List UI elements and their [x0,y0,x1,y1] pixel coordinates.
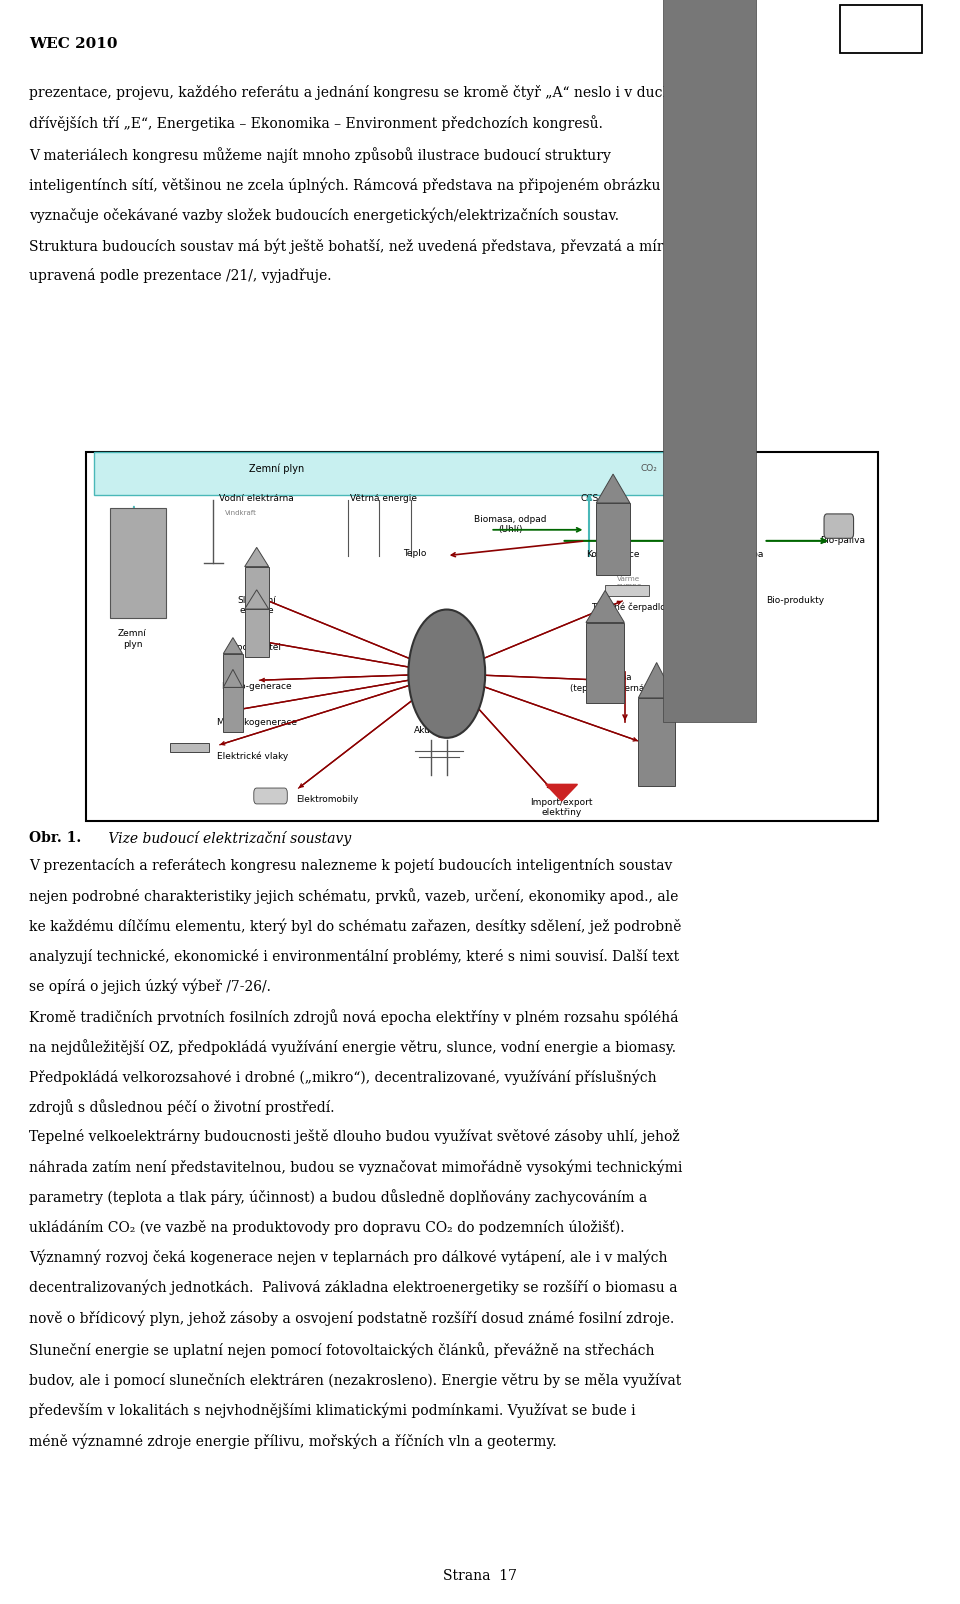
Bar [224,688,243,733]
Text: POWER
POOL: POWER POOL [429,654,465,674]
Text: Biomasa, odpad
(Uhlí): Biomasa, odpad (Uhlí) [474,515,546,534]
Bar [586,622,624,703]
Text: parametry (teplota a tlak páry, účinnost) a budou důsledně doplňovány zachycován: parametry (teplota a tlak páry, účinnost… [29,1190,647,1205]
Text: Strana  17: Strana 17 [443,1569,517,1583]
Text: Kromě tradičních prvotních fosilních zdrojů nová epocha elektříny v plném rozsa: Kromě tradičních prvotních fosilních zdr… [29,1009,679,1025]
Text: Elektrárna
(tepelná, jaderná): Elektrárna (tepelná, jaderná) [570,674,648,693]
Text: prezentace, projevu, každého referátu a jednání kongresu se kromě čtyř „A“ neslo: prezentace, projevu, každého referátu a … [29,85,681,99]
Circle shape [408,610,485,738]
Text: Kogenerace: Kogenerace [587,550,639,560]
Text: CCS: CCS [580,494,598,504]
Text: ke každému dílčímu elementu, který byl do schématu zařazen, desítky sdělení, jež: ke každému dílčímu elementu, který byl d… [29,919,682,934]
Text: Varme
pumpe: Varme pumpe [616,576,641,589]
Text: Struktura budoucích soustav má být ještě bohatší, než uvedená představa, převzat: Struktura budoucích soustav má být ještě… [29,237,681,253]
Polygon shape [224,669,243,688]
Text: vyznačuje očekávané vazby složek budoucích energetických/elektrizačních soustav: vyznačuje očekávané vazby složek budoucí… [29,209,619,223]
Text: se opírá o jejich úzký výbeř /7-26/.: se opírá o jejich úzký výbeř /7-26/. [29,978,271,994]
FancyBboxPatch shape [86,452,878,821]
Text: Mikro-generace: Mikro-generace [222,682,292,691]
Bar [638,698,675,786]
Text: Mikro-kogenerace: Mikro-kogenerace [216,719,298,727]
Text: Tepelné čerpadlo: Tepelné čerpadlo [592,603,665,613]
Text: budov, ale i pomocí slunečních elektráren (nezakrosleno). Energie větru by se mě: budov, ale i pomocí slunečních elektráre… [29,1373,681,1387]
Text: na nejdůležitější OZ, předpokládá využívání energie větru, slunce, vodní energie: na nejdůležitější OZ, předpokládá využív… [29,1039,676,1055]
Text: Akumulace: Akumulace [414,727,464,735]
Polygon shape [545,784,578,800]
Text: Průmysl: Průmysl [638,754,675,764]
Text: náhrada zatím není představitelnou, budou se vyznačovat mimořádně vysokými techn: náhrada zatím není představitelnou, budo… [29,1160,683,1174]
Polygon shape [245,547,269,566]
Bar [110,507,166,618]
Text: Obr. 1.: Obr. 1. [29,831,81,845]
Text: Teplo: Teplo [403,549,427,558]
Polygon shape [596,475,630,504]
Text: nejen podrobné charakteristiky jejich schématu, prvků, vazeb, určení, ekonomiky : nejen podrobné charakteristiky jejich sc… [29,889,678,905]
Text: upravená podle prezentace /21/, vyjadřuje.: upravená podle prezentace /21/, vyjadřu… [29,268,331,284]
Text: Sluneční energie se uplatní nejen pomocí fotovoltaických článků, převážně na stř: Sluneční energie se uplatní nejen pomocí… [29,1343,655,1359]
Text: Vodní elektrárna: Vodní elektrárna [219,494,294,504]
Text: Tepelné velkoelektrárny budoucnosti ještě dlouho budou využívat světové zásoby u: Tepelné velkoelektrárny budoucnosti ješt… [29,1129,680,1144]
Text: CO₂: CO₂ [110,536,125,545]
Text: Bio-paliva: Bio-paliva [820,536,865,545]
Bar [727,508,754,569]
Text: Elektromobily: Elektromobily [297,794,359,804]
Bar [245,610,269,658]
Text: Vindkraft: Vindkraft [225,510,256,516]
Text: nově o břídicový plyn, jehož zásoby a osvojení podstatně rozšíří dosud známé fos: nově o břídicový plyn, jehož zásoby a os… [29,1310,674,1325]
Text: decentralizovaných jednotkách.  Palivová základna elektroenergetiky se rozšíří o: decentralizovaných jednotkách. Palivová … [29,1280,678,1296]
Text: Naturgas: Naturgas [123,557,153,563]
Text: Vize budoucí elektrizační soustavy: Vize budoucí elektrizační soustavy [104,831,351,845]
Text: zdrojů s důslednou péčí o životní prostředí.: zdrojů s důslednou péčí o životní prostř… [29,1099,334,1115]
Bar [245,566,269,614]
Text: Import/export
elektřiny: Import/export elektřiny [530,797,593,816]
Text: Bio-produkty: Bio-produkty [766,597,825,605]
Text: WEC 2010: WEC 2010 [29,37,117,51]
Text: Významný rozvoj čeká kogenerace nejen v teplarnách pro dálkové vytápení, ale i v: Významný rozvoj čeká kogenerace nejen v … [29,1250,667,1266]
Polygon shape [638,662,675,698]
Text: Větrná energie: Větrná energie [349,494,417,504]
Polygon shape [245,590,269,610]
Text: inteligentínch sítí, většinou ne zcela úplných. Rámcová představa na připojeném : inteligentínch sítí, většinou ne zcela ú… [29,178,660,192]
Text: méně významné zdroje energie přílivu, mořských a říčních vln a geotermy.: méně významné zdroje energie přílivu, mo… [29,1432,557,1448]
Polygon shape [224,638,243,654]
Text: Elektrické vlaky: Elektrické vlaky [217,752,288,762]
Text: Sluneční
energie: Sluneční energie [237,595,276,614]
FancyBboxPatch shape [253,788,287,804]
Text: V prezentacích a referátech kongresu nalezneme k pojetí budoucích inteligentních: V prezentacích a referátech kongresu nal… [29,858,672,873]
FancyBboxPatch shape [94,452,705,494]
Text: CO₂: CO₂ [640,465,658,473]
FancyBboxPatch shape [824,513,853,539]
Text: dřívějších tří „E“, Energetika – Ekonomika – Environment předchozích kongresů.: dřívějších tří „E“, Energetika – Ekonomi… [29,115,603,132]
Text: především v lokalitách s nejvhodnějšími klimatickými podmínkami. Využívat se bud: především v lokalitách s nejvhodnějšími … [29,1404,636,1418]
Polygon shape [727,484,754,508]
Bar [605,585,649,597]
Bar [663,0,756,722]
Bar [224,654,243,693]
Text: Spotřebitel: Spotřebitel [231,643,281,651]
Text: analyzují technické, ekonomické i environmentální problémy, které s nimi souvisí: analyzují technické, ekonomické i enviro… [29,948,679,964]
Bar [170,743,209,752]
Text: Bio-výroba: Bio-výroba [715,550,764,560]
FancyBboxPatch shape [840,5,922,53]
Polygon shape [586,590,624,622]
Text: Zemní plyn: Zemní plyn [249,464,304,475]
Text: Předpokládá velkorozsahové i drobné („mikro“), decentralizované, využívání přísl: Předpokládá velkorozsahové i drobné („mi… [29,1070,657,1084]
Text: ukládáním CO₂ (ve vazbě na produktovody pro dopravu CO₂ do podzemních úložišť).: ukládáním CO₂ (ve vazbě na produktovody … [29,1219,624,1235]
Bar [596,504,630,576]
Text: Zemní
plyn: Zemní plyn [118,629,147,648]
Text: V materiálech kongresu můžeme najít mnoho způsobů ilustrace budoucí struktury: V materiálech kongresu můžeme najít mnoh… [29,148,611,164]
Text: EOR/EGR: EOR/EGR [114,571,146,577]
